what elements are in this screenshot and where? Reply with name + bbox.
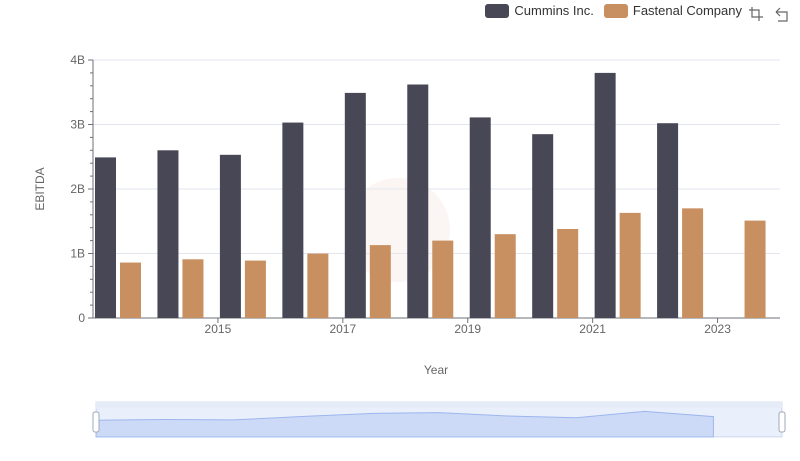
bars — [95, 72, 766, 319]
restore-icon[interactable] — [774, 6, 790, 22]
bar-cummins-2021[interactable] — [532, 134, 554, 318]
legend-swatch-fastenal — [603, 3, 628, 18]
x-tick-label: 2021 — [579, 322, 606, 336]
legend-label-fastenal: Fastenal Company — [632, 3, 742, 18]
x-tick-label: 2019 — [454, 322, 481, 336]
x-tick-label: 2017 — [329, 322, 356, 336]
slider-handle-right[interactable] — [778, 411, 786, 433]
y-tick-label: 4B — [70, 53, 85, 67]
bar-fastenal-2018[interactable] — [369, 245, 391, 318]
bar-fastenal-2020[interactable] — [494, 234, 516, 318]
bar-cummins-2023[interactable] — [657, 123, 679, 319]
zoom-icon[interactable] — [748, 6, 764, 22]
bar-fastenal-2017[interactable] — [307, 253, 329, 319]
legend-item-fastenal[interactable]: Fastenal Company — [603, 3, 742, 18]
y-tick-label: 2B — [70, 182, 85, 196]
x-tick-label: 2015 — [205, 322, 232, 336]
slider-preview-area — [95, 410, 714, 438]
bar-cummins-2014[interactable] — [95, 157, 116, 318]
y-tick-label: 3B — [70, 118, 85, 132]
bar-fastenal-2015[interactable] — [182, 259, 204, 318]
slider-top-bar[interactable] — [96, 402, 782, 408]
chart-legend: Cummins Inc. Fastenal Company — [485, 3, 742, 18]
bar-cummins-2019[interactable] — [407, 84, 429, 318]
bar-fastenal-2021[interactable] — [557, 228, 579, 318]
bar-fastenal-2016[interactable] — [244, 260, 266, 318]
chart-toolbox — [748, 6, 790, 22]
bar-fastenal-2024[interactable] — [744, 220, 766, 318]
bar-cummins-2016[interactable] — [219, 154, 241, 318]
bar-cummins-2020[interactable] — [469, 117, 491, 318]
legend-label-cummins: Cummins Inc. — [514, 3, 594, 18]
y-tick-label: 1B — [70, 247, 85, 261]
bar-fastenal-2023[interactable] — [682, 208, 704, 318]
bar-cummins-2022[interactable] — [594, 72, 616, 319]
bar-fastenal-2019[interactable] — [432, 240, 454, 318]
x-axis-title: Year — [424, 363, 448, 377]
y-axis-title: EBITDA — [33, 167, 47, 210]
legend-item-cummins[interactable]: Cummins Inc. — [485, 3, 594, 18]
bar-fastenal-2022[interactable] — [619, 212, 641, 318]
bar-fastenal-2014[interactable] — [120, 262, 141, 318]
y-tick-label: 0 — [78, 311, 85, 325]
slider-handle-left[interactable] — [92, 411, 100, 433]
y-axis: 0 1B 2B 3B 4B — [70, 53, 94, 325]
bar-cummins-2015[interactable] — [157, 150, 179, 318]
legend-swatch-cummins — [485, 3, 510, 18]
slider-selection[interactable] — [96, 408, 782, 437]
data-zoom-slider[interactable] — [92, 401, 786, 438]
bar-cummins-2017[interactable] — [282, 122, 304, 318]
bar-cummins-2018[interactable] — [344, 92, 366, 319]
x-tick-label: 2023 — [704, 322, 731, 336]
x-axis: 2015 2017 2019 2021 2023 — [93, 317, 780, 336]
